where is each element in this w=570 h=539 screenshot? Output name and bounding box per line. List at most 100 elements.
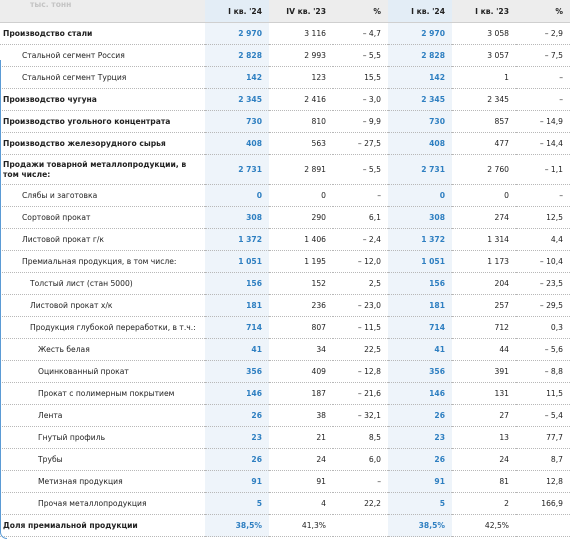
cell: 26 — [205, 404, 269, 427]
cell: 3 116 — [269, 22, 333, 45]
cell: 146 — [205, 382, 269, 405]
cell: 0 — [205, 184, 269, 207]
cell: 22,5 — [333, 338, 388, 361]
cell: 712 — [452, 316, 516, 339]
table-row: Доля премиальной продукции 38,5% 41,3% 38,5… — [0, 514, 570, 537]
cell: 1 372 — [205, 228, 269, 251]
table-row: Стальной сегмент Турция 142 123 15,5 142 1– — [0, 66, 570, 89]
table-row: Производство стали 2 970 3 116– 4,7 2 970 3 … — [0, 22, 570, 45]
cell: 257 — [452, 294, 516, 317]
cell: 730 — [205, 110, 269, 133]
table-row: Жесть белая 41 34 22,5 41 44– 5,6 — [0, 338, 570, 361]
cell: 2 731 — [388, 154, 452, 185]
cell: 15,5 — [333, 66, 388, 89]
cell: 166,9 — [516, 492, 570, 515]
row-label: Производство чугуна — [0, 88, 205, 111]
cell: 26 — [205, 448, 269, 471]
cell: 22,2 — [333, 492, 388, 515]
cell: 810 — [269, 110, 333, 133]
row-label: Стальной сегмент Турция — [0, 66, 205, 89]
cell: 123 — [269, 66, 333, 89]
cell: – 23,5 — [516, 272, 570, 295]
cell: – 5,6 — [516, 338, 570, 361]
cell: 26 — [388, 448, 452, 471]
cell: – — [516, 66, 570, 89]
cell: 408 — [388, 132, 452, 155]
cell: – 4,7 — [333, 22, 388, 45]
cell: 0 — [388, 184, 452, 207]
row-label: Доля премиальной продукции — [0, 514, 205, 537]
column-header: I кв. '23 — [452, 0, 516, 23]
cell: 41,3% — [269, 514, 333, 537]
table-row: Производство чугуна 2 345 2 416– 3,0 2 345 2… — [0, 88, 570, 111]
cell: 156 — [205, 272, 269, 295]
cell: 34 — [269, 338, 333, 361]
table-row: Прокат с полимерным покрытием 146 187– 21,… — [0, 382, 570, 405]
table-row: Стальной сегмент Россия 2 828 2 993– 5,5 2 … — [0, 44, 570, 67]
cell: 2 760 — [452, 154, 516, 185]
row-label: Слябы и заготовка — [0, 184, 205, 207]
cell: 290 — [269, 206, 333, 229]
cell: 13 — [452, 426, 516, 449]
row-label: Премиальная продукция, в том числе: — [0, 250, 205, 273]
row-label: Лента — [0, 404, 205, 427]
table-row: Листовой прокат г/к 1 372 1 406– 2,4 1 372 1… — [0, 228, 570, 251]
table-row: Метизная продукция 91 91–91 81 12,8 — [0, 470, 570, 493]
row-label: Прокат с полимерным покрытием — [0, 382, 205, 405]
table-row: Продажи товарной металлопродукции, в том… — [0, 154, 570, 185]
cell: 181 — [388, 294, 452, 317]
cell: 2 993 — [269, 44, 333, 67]
cell: – — [516, 88, 570, 111]
row-label: Производство стали — [0, 22, 205, 45]
cell: 6,1 — [333, 206, 388, 229]
cell: 1 051 — [388, 250, 452, 273]
column-header: % — [333, 0, 388, 23]
cell: 204 — [452, 272, 516, 295]
cell: – — [516, 184, 570, 207]
cell: 236 — [269, 294, 333, 317]
row-label: Продукция глубокой переработки, в т.ч.: — [0, 316, 205, 339]
row-label: Сортовой прокат — [0, 206, 205, 229]
cell: 38,5% — [205, 514, 269, 537]
cell: 2 970 — [388, 22, 452, 45]
row-label: Листовой прокат х/к — [0, 294, 205, 317]
cell: 2 345 — [388, 88, 452, 111]
table-row: Лента 26 38– 32,1 26 27– 5,4 — [0, 404, 570, 427]
cell: 152 — [269, 272, 333, 295]
cell: 146 — [388, 382, 452, 405]
cell: 2 731 — [205, 154, 269, 185]
header-row: тыс. тонн I кв. '24 IV кв. '23% I кв. '24 I… — [0, 0, 570, 23]
cell: 38 — [269, 404, 333, 427]
cell: 24 — [452, 448, 516, 471]
table-body: Производство стали 2 970 3 116– 4,7 2 970 3 … — [0, 22, 570, 537]
cell: 2 970 — [205, 22, 269, 45]
cell: – 12,0 — [333, 250, 388, 273]
cell: 356 — [205, 360, 269, 383]
cell: 44 — [452, 338, 516, 361]
cell: 12,5 — [516, 206, 570, 229]
cell: 1 — [452, 66, 516, 89]
cell: 26 — [388, 404, 452, 427]
cell: – 14,4 — [516, 132, 570, 155]
cell: 12,8 — [516, 470, 570, 493]
cell: – 2,9 — [516, 22, 570, 45]
cell: 714 — [388, 316, 452, 339]
row-label: Метизная продукция — [0, 470, 205, 493]
cell: – 32,1 — [333, 404, 388, 427]
column-header: % — [516, 0, 570, 23]
row-label: Продажи товарной металлопродукции, в том… — [0, 154, 205, 185]
cell: 81 — [452, 470, 516, 493]
cell — [333, 514, 388, 537]
table-row: Трубы 26 24 6,0 26 24 8,7 — [0, 448, 570, 471]
cell: 2 345 — [452, 88, 516, 111]
cell: – 29,5 — [516, 294, 570, 317]
table-row: Производство железорудного сырья 408 563– … — [0, 132, 570, 155]
cell: – 5,4 — [516, 404, 570, 427]
cell: 2 891 — [269, 154, 333, 185]
cell: 8,5 — [333, 426, 388, 449]
cell: – 1,1 — [516, 154, 570, 185]
cell: – 10,4 — [516, 250, 570, 273]
cell: 181 — [205, 294, 269, 317]
cell: 187 — [269, 382, 333, 405]
